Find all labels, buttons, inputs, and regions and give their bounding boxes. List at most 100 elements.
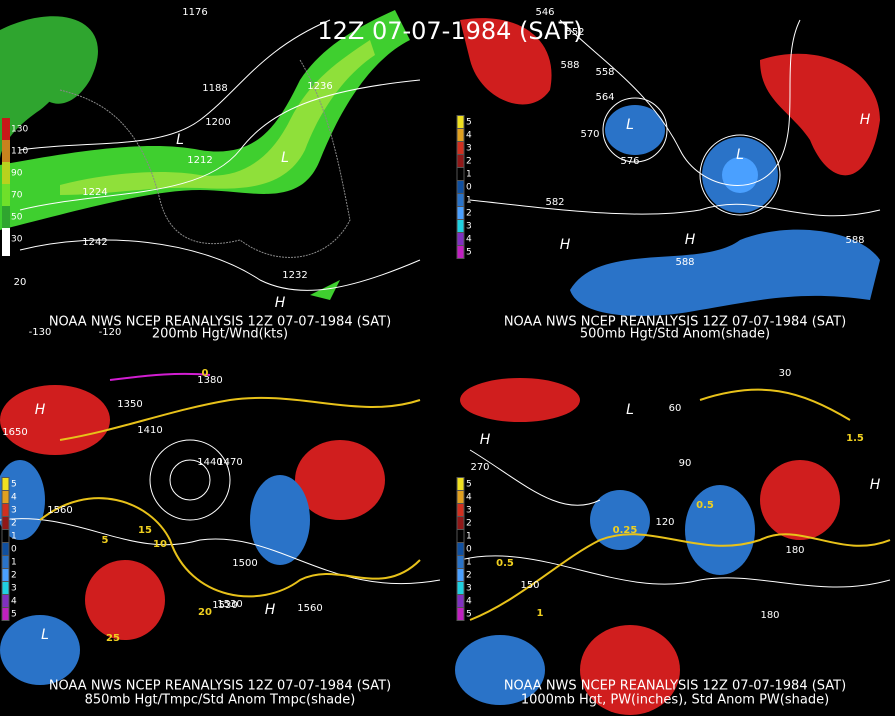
panel-source: NOAA NWS NCEP REANALYSIS 12Z 07-07-1984 …	[504, 315, 846, 330]
contour	[602, 97, 668, 163]
contour-label: 0	[202, 368, 209, 379]
anomaly-negative	[685, 485, 755, 575]
pressure-center: L	[626, 117, 634, 133]
colorbar-label: 3	[466, 144, 472, 154]
colorbar-label: 90	[11, 169, 23, 179]
contour	[0, 518, 441, 585]
pressure-center: L	[736, 147, 744, 163]
contour-label: 15	[138, 525, 152, 536]
colorbar-label: 2	[11, 519, 17, 529]
contour-label: 10	[153, 539, 167, 550]
contour-label: 1530	[217, 599, 242, 610]
temp-contour	[109, 372, 211, 381]
panel-1000mb	[455, 378, 891, 715]
anomaly-positive	[760, 460, 840, 540]
contour-label: 1236	[307, 81, 332, 92]
colorbar-swatch	[456, 490, 465, 504]
jet-core	[60, 40, 375, 195]
colorbar-label: 4	[11, 597, 17, 607]
panel-field: 500mb Hgt/Std Anom(shade)	[580, 327, 770, 342]
colorbar-swatch	[2, 206, 10, 228]
colorbar-swatch	[1, 490, 10, 504]
panel-850mb	[0, 372, 441, 685]
contour-label: 588	[560, 60, 579, 71]
anomaly-negative	[605, 105, 665, 155]
colorbar-label: 5	[466, 118, 472, 128]
colorbar-label: 70	[11, 191, 23, 201]
colorbar-label: 4	[466, 235, 472, 245]
contour-label: 546	[535, 7, 554, 18]
colorbar-swatch	[1, 594, 10, 608]
colorbar-swatch	[456, 141, 465, 155]
colorbar-label: 1	[466, 170, 472, 180]
contour-label: 1560	[297, 603, 322, 614]
panel-field: 850mb Hgt/Tmpc/Std Anom Tmpc(shade)	[85, 693, 356, 708]
colorbar-label: 5	[466, 480, 472, 490]
colorbar-swatch	[456, 581, 465, 595]
colorbar-swatch	[1, 607, 10, 621]
map-title: 12Z 07-07-1984 (SAT)	[317, 17, 582, 45]
panel-field: 1000mb Hgt, PW(inches), Std Anom PW(shad…	[521, 693, 829, 708]
anomaly-negative	[250, 475, 310, 565]
panel-field: 200mb Hgt/Wnd(kts)	[152, 327, 288, 342]
contour	[19, 19, 331, 151]
contour-label: 5	[102, 535, 109, 546]
colorbar-swatch	[456, 245, 465, 259]
contour-label: 90	[679, 458, 692, 469]
contour-label: 0.25	[613, 525, 638, 536]
colorbar-swatch	[1, 529, 10, 543]
anomaly-negative	[455, 635, 545, 705]
pressure-center: L	[41, 627, 49, 643]
colorbar-label: 4	[466, 597, 472, 607]
contour	[169, 459, 211, 501]
contour-label: 60	[669, 403, 682, 414]
contour	[469, 199, 881, 217]
contour-label: 1440	[197, 457, 222, 468]
contour-label: 20	[14, 277, 27, 288]
contour-label: 588	[845, 235, 864, 246]
anomaly-negative	[570, 229, 880, 316]
panel-source: NOAA NWS NCEP REANALYSIS 12Z 07-07-1984 …	[49, 315, 391, 330]
anomaly-positive	[295, 440, 385, 520]
contour-label: 1380	[197, 375, 222, 386]
contour-label: 30	[779, 368, 792, 379]
colorbar-swatch	[456, 167, 465, 181]
colorbar-label: 1	[11, 532, 17, 542]
colorbar-label: 130	[11, 125, 28, 135]
colorbar-label: 1	[466, 196, 472, 206]
contour	[699, 134, 781, 216]
panel-source: NOAA NWS NCEP REANALYSIS 12Z 07-07-1984 …	[504, 679, 846, 694]
contour	[149, 439, 231, 521]
contour-label: 1500	[232, 558, 257, 569]
colorbar-label: 3	[11, 584, 17, 594]
contour-label: 1350	[117, 399, 142, 410]
colorbar-label: 2	[466, 209, 472, 219]
colorbar-swatch	[456, 206, 465, 220]
contour-label: 1232	[282, 270, 307, 281]
anomaly-positive	[0, 385, 110, 455]
pressure-center: H	[35, 402, 46, 418]
colorbar-label: 5	[11, 610, 17, 620]
colorbar-swatch	[2, 140, 10, 162]
temp-contour	[59, 396, 421, 441]
colorbar-label: 3	[466, 506, 472, 516]
colorbar-label: 4	[466, 493, 472, 503]
colorbar-swatch	[456, 568, 465, 582]
colorbar-swatch	[456, 115, 465, 129]
anomaly-positive	[460, 18, 552, 105]
colorbar-swatch	[1, 503, 10, 517]
colorbar-label: 2	[466, 571, 472, 581]
coastline	[59, 59, 351, 258]
colorbar-label: 2	[466, 519, 472, 529]
pressure-center: H	[265, 602, 276, 618]
contour-label: 1200	[205, 117, 230, 128]
colorbar-swatch	[456, 555, 465, 569]
colorbar-swatch	[1, 516, 10, 530]
contour-label: 120	[655, 517, 674, 528]
temp-contour	[39, 497, 421, 598]
contour	[469, 449, 601, 506]
contour	[19, 239, 421, 291]
colorbar-swatch	[1, 581, 10, 595]
colorbar-swatch	[456, 219, 465, 233]
panel-source: NOAA NWS NCEP REANALYSIS 12Z 07-07-1984 …	[49, 679, 391, 694]
